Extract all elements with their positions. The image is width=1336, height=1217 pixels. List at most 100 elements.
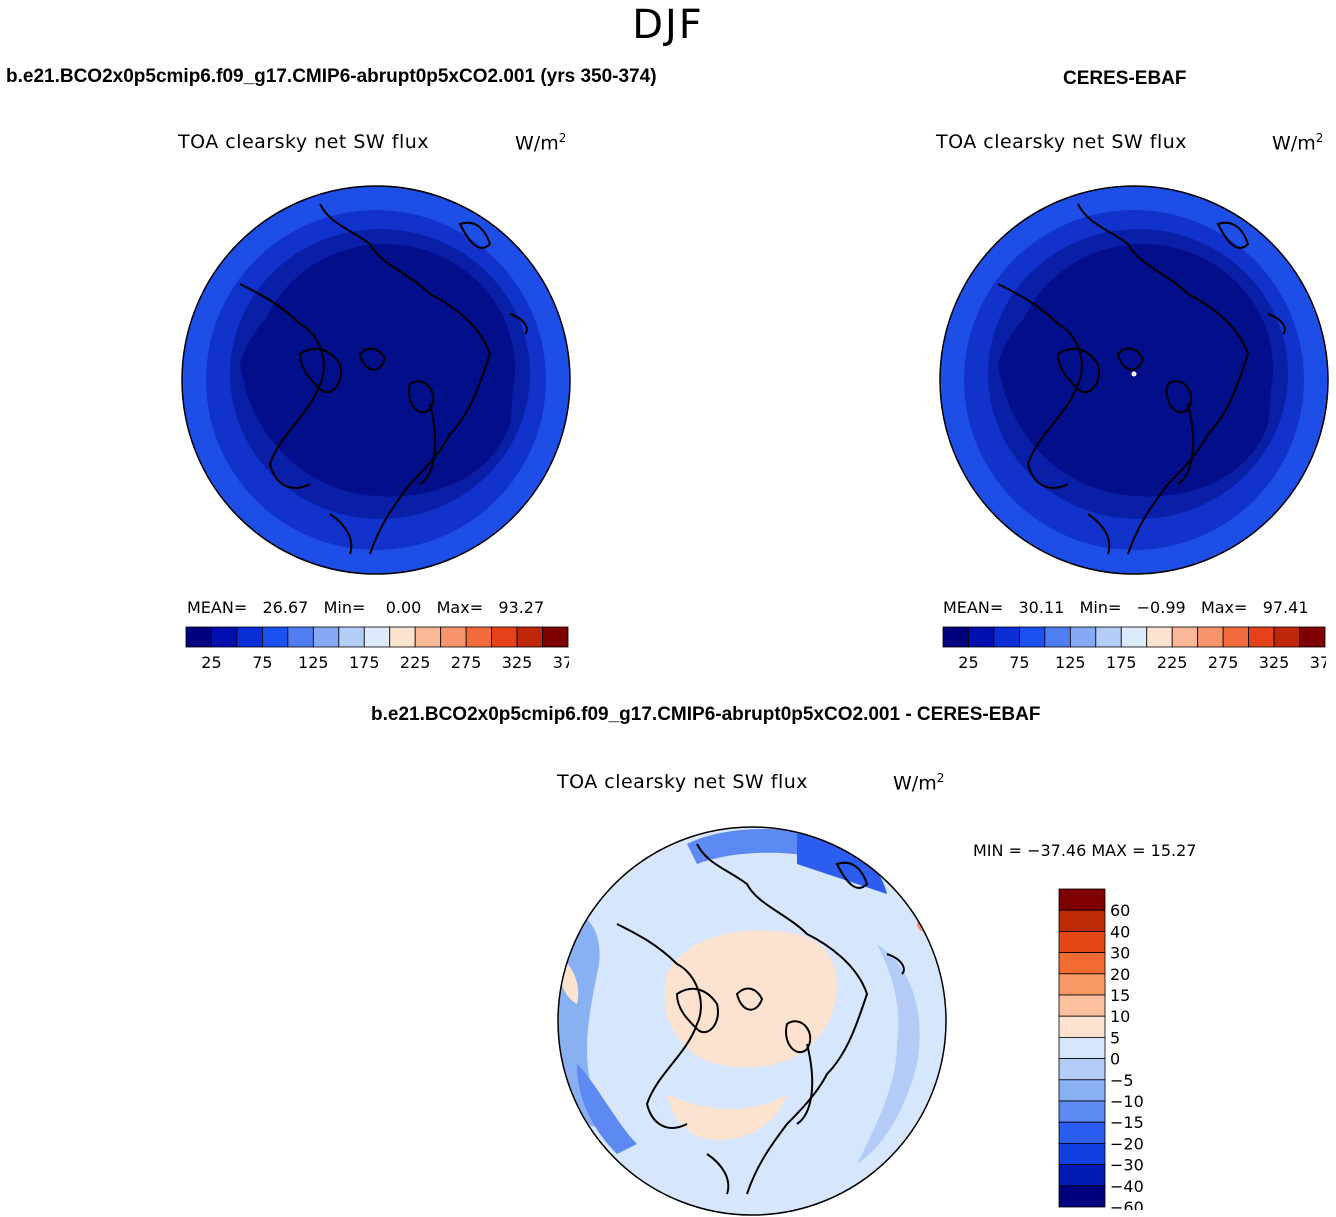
obs-units: W/m2 [1272, 131, 1324, 155]
diff-colorbar-tick-label: −5 [1110, 1071, 1134, 1090]
diff-colorbar-tick-label: 40 [1110, 922, 1130, 941]
obs-colorbar-tick-label: 25 [958, 653, 978, 672]
obs-colorbar-box [1299, 626, 1326, 648]
model-colorbar-tick-label: 25 [201, 653, 221, 672]
diff-colorbar-tick-label: −40 [1110, 1177, 1144, 1196]
obs-colorbar-box [968, 626, 995, 648]
diff-colorbar-box [1058, 888, 1106, 911]
diff-colorbar-tick-label: −20 [1110, 1134, 1144, 1153]
diff-field-neg-southwest [577, 1064, 637, 1154]
model-field-core-lobe [240, 262, 513, 497]
diff-colorbar-tick-label: −60 [1110, 1198, 1144, 1210]
model-colorbar-box [338, 626, 365, 648]
obs-colorbar-tick-label: 375 [1310, 653, 1326, 672]
obs-colorbar: 25 75 125 175 225 275 325 375 [942, 626, 1326, 672]
diff-colorbar-box [1058, 931, 1106, 954]
diff-colorbar-box [1058, 1058, 1106, 1081]
model-colorbar-box [491, 626, 518, 648]
obs-colorbar-box [1171, 626, 1199, 648]
season-title: DJF [632, 2, 704, 48]
diff-colorbar-box [1058, 1100, 1106, 1123]
obs-colorbar-box [1069, 626, 1097, 648]
diff-colorbar-tick-label: 0 [1110, 1050, 1120, 1069]
model-colorbar-box [516, 626, 543, 648]
model-map [181, 185, 571, 575]
diff-colorbar-tick-label: −30 [1110, 1156, 1144, 1175]
model-coastlines [239, 203, 528, 555]
diff-colorbar-box [1058, 1036, 1106, 1059]
diff-field-pos-south [667, 1094, 787, 1140]
model-colorbar-tick-label: 75 [252, 653, 272, 672]
obs-map [939, 185, 1329, 575]
model-colorbar-box [414, 626, 442, 648]
diff-colorbar-tick-label: −10 [1110, 1092, 1144, 1111]
diff-coastlines [616, 843, 905, 1195]
model-stats: MEAN= 26.67 Min= 0.00 Max= 93.27 [187, 598, 545, 617]
diff-colorbar-box [1058, 1079, 1106, 1102]
obs-colorbar-tick-label: 225 [1157, 653, 1188, 672]
diff-case-title: b.e21.BCO2x0p5cmip6.f09_g17.CMIP6-abrupt… [371, 704, 1041, 725]
model-case-title: b.e21.BCO2x0p5cmip6.f09_g17.CMIP6-abrupt… [6, 66, 657, 87]
diff-colorbar-box [1058, 1185, 1106, 1208]
obs-colorbar-box [993, 626, 1020, 648]
obs-colorbar-box [1044, 626, 1071, 648]
obs-colorbar-box [1095, 626, 1122, 648]
diff-field-pos-core [664, 930, 837, 1068]
obs-case-title: CERES-EBAF [1063, 68, 1187, 89]
model-colorbar-box [287, 626, 314, 648]
diff-colorbar-box [1058, 973, 1106, 996]
model-colorbar-box [542, 626, 569, 648]
obs-pole-dot [1131, 371, 1137, 377]
obs-colorbar-box [942, 626, 969, 648]
model-colorbar-box [312, 626, 340, 648]
diff-units: W/m2 [893, 771, 945, 795]
diff-colorbar-box [1058, 1121, 1106, 1144]
diff-colorbar-tick-label: 10 [1110, 1007, 1130, 1026]
diff-colorbar-tick-label: 15 [1110, 986, 1130, 1005]
diff-map [557, 826, 947, 1216]
model-colorbar-box [363, 626, 391, 648]
diff-colorbar-box [1058, 952, 1106, 975]
obs-colorbar-box [1222, 626, 1249, 648]
obs-colorbar-tick-label: 75 [1009, 653, 1029, 672]
obs-field-core-lobe [998, 262, 1271, 497]
diff-minmax: MIN = −37.46 MAX = 15.27 [973, 841, 1197, 860]
diff-colorbar-box [1058, 994, 1106, 1017]
diff-colorbar-tick-label: 20 [1110, 965, 1130, 984]
model-colorbar: 25 75 125 175 225 275 325 375 [185, 626, 569, 672]
obs-stats: MEAN= 30.11 Min= −0.99 Max= 97.41 [943, 598, 1309, 617]
obs-colorbar-tick-label: 325 [1259, 653, 1290, 672]
diff-colorbar-tick-label: 30 [1110, 944, 1130, 963]
model-colorbar-tick-label: 175 [349, 653, 380, 672]
diff-colorbar-box [1058, 1164, 1106, 1187]
diff-field-neg-west [558, 912, 607, 1127]
diff-colorbar-tick-label: 5 [1110, 1028, 1120, 1047]
model-units: W/m2 [515, 131, 567, 155]
model-colorbar-box [211, 626, 238, 648]
model-colorbar-box [440, 626, 467, 648]
model-colorbar-tick-label: 325 [502, 653, 533, 672]
diff-colorbar-box [1058, 909, 1106, 932]
model-colorbar-box [262, 626, 289, 648]
obs-colorbar-tick-label: 175 [1106, 653, 1137, 672]
diff-colorbar-tick-label: −15 [1110, 1113, 1144, 1132]
model-colorbar-box [236, 626, 263, 648]
model-colorbar-tick-label: 125 [298, 653, 329, 672]
obs-coastlines [997, 203, 1286, 555]
diff-colorbar: 60 40 30 20 15 10 5 0 −5 −10 −15 −20 −30 −40 −60 [1058, 888, 1144, 1210]
model-colorbar-tick-label: 225 [400, 653, 431, 672]
obs-colorbar-box [1273, 626, 1300, 648]
model-colorbar-box [465, 626, 492, 648]
obs-colorbar-tick-label: 275 [1208, 653, 1239, 672]
obs-colorbar-box [1248, 626, 1275, 648]
model-colorbar-tick-label: 375 [553, 653, 569, 672]
diff-field-neg-east [857, 944, 920, 1164]
diff-variable-title: TOA clearsky net SW flux [557, 771, 809, 793]
diff-colorbar-tick-label: 60 [1110, 901, 1130, 920]
model-colorbar-box [389, 626, 416, 648]
model-colorbar-box [185, 626, 212, 648]
diff-colorbar-box [1058, 1142, 1106, 1165]
obs-colorbar-box [1019, 626, 1046, 648]
obs-colorbar-box [1197, 626, 1224, 648]
diff-colorbar-box [1058, 1015, 1106, 1038]
